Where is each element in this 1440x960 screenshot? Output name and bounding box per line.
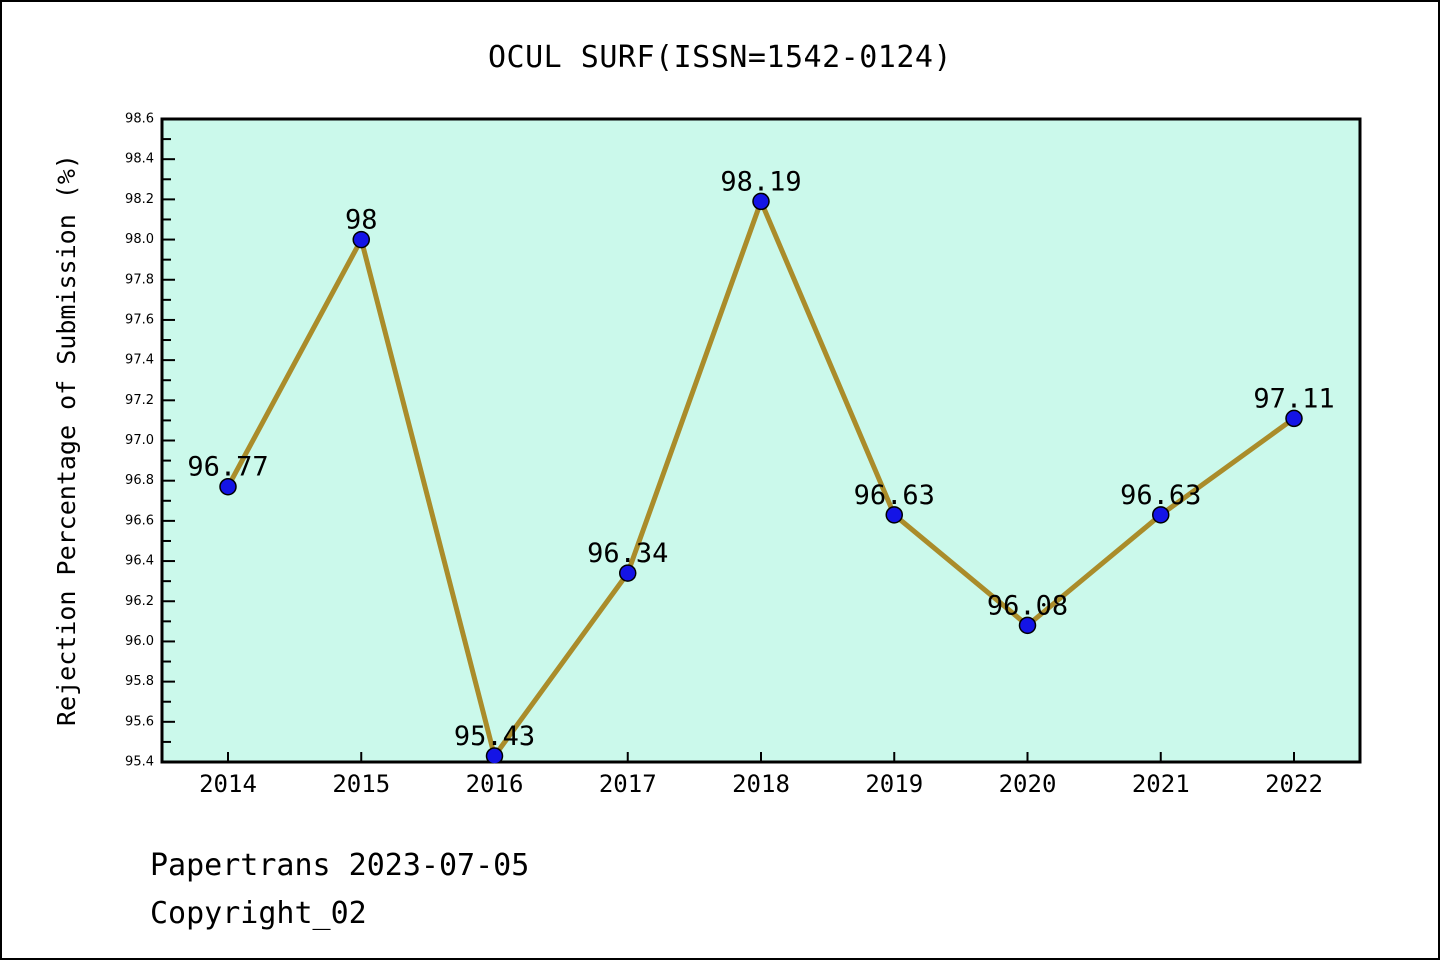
data-point — [1285, 409, 1303, 428]
x-tick-label: 2021 — [1132, 770, 1190, 798]
x-tick-label: 2015 — [332, 770, 390, 798]
x-tick-label: 2017 — [599, 770, 657, 798]
y-tick-label: 96.6 — [125, 513, 154, 528]
y-tick-label: 97.8 — [125, 272, 154, 287]
x-tick-label: 2014 — [199, 770, 257, 798]
data-point — [619, 564, 637, 582]
data-point — [219, 477, 237, 496]
footer-copyright: Copyright_02 — [150, 896, 367, 931]
y-tick-label: 97.6 — [125, 312, 154, 327]
y-tick-label: 95.4 — [125, 755, 154, 770]
data-point-label: 98 — [345, 205, 378, 236]
data-point-label: 96.08 — [987, 590, 1068, 621]
data-point-label: 96.77 — [187, 452, 268, 483]
data-point-label: 95.43 — [454, 721, 535, 752]
data-point — [485, 747, 504, 764]
x-tick-label: 2020 — [999, 770, 1057, 798]
y-tick-label: 96.0 — [125, 634, 154, 649]
y-tick-label: 96.8 — [125, 473, 154, 488]
plot-background — [160, 117, 1362, 764]
data-point-label: 96.63 — [1120, 480, 1201, 511]
data-point-label: 96.34 — [587, 538, 668, 569]
y-tick-label: 95.6 — [125, 714, 154, 729]
chart-title: OCUL SURF(ISSN=1542-0124) — [487, 40, 953, 75]
y-tick-label: 97.0 — [125, 433, 154, 448]
y-tick-label: 96.4 — [125, 554, 154, 569]
y-tick-label: 97.2 — [125, 393, 154, 408]
data-point — [352, 230, 370, 249]
x-tick-label: 2019 — [865, 770, 923, 798]
data-point-label: 97.11 — [1253, 383, 1334, 414]
footer-source-date: Papertrans 2023-07-05 — [150, 848, 530, 883]
data-point — [885, 506, 903, 524]
x-tick-label: 2016 — [466, 770, 524, 798]
x-tick-label: 2018 — [732, 770, 790, 798]
y-tick-label: 97.4 — [125, 353, 154, 368]
x-tick-label: 2022 — [1265, 770, 1323, 798]
y-tick-label: 98.4 — [125, 152, 154, 167]
y-tick-label: 98.0 — [125, 232, 154, 247]
y-tick-label: 96.2 — [125, 594, 154, 609]
y-tick-label: 95.8 — [125, 674, 154, 689]
data-point — [1152, 506, 1170, 524]
data-point-label: 98.19 — [720, 166, 801, 197]
y-tick-label: 98.6 — [125, 112, 154, 127]
data-point — [1018, 616, 1037, 635]
data-point — [752, 192, 770, 211]
y-tick-label: 98.2 — [125, 192, 154, 207]
data-point-label: 96.63 — [854, 480, 935, 511]
footer: Papertrans 2023-07-05 Copyright_02 — [150, 842, 529, 938]
